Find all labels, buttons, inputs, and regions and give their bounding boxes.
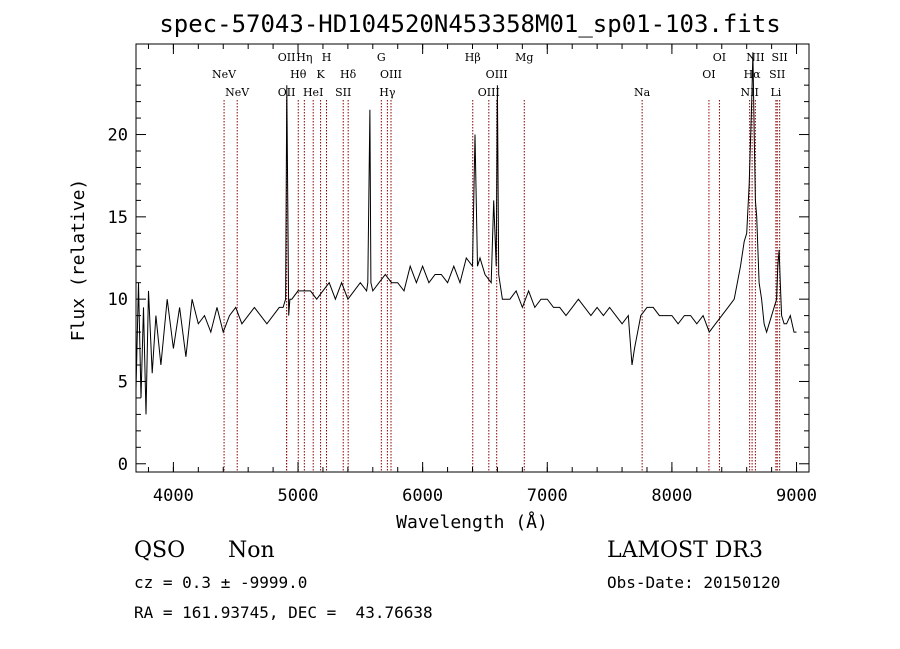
line-marker-label: Hγ (379, 86, 396, 99)
x-axis-label: Wavelength (Å) (396, 511, 548, 533)
y-tick-label: 15 (108, 208, 128, 228)
line-marker-label: NeV (212, 68, 237, 81)
y-tick-label: 5 (118, 372, 128, 392)
survey-release: LAMOST DR3 (607, 538, 763, 563)
emission-line-labels: NeVNeVOIIOIIHθHηHeIKHHδSIIGHγOIIIHβOIIIO… (212, 51, 788, 99)
line-marker-label: Mg (515, 51, 533, 64)
line-marker-label: Li (770, 86, 781, 99)
y-tick-label: 0 (118, 455, 128, 475)
line-marker-label: SII (335, 86, 351, 99)
x-tick-label: 7000 (527, 486, 568, 506)
line-marker-label: OIII (478, 86, 500, 99)
line-marker-label: NII (740, 86, 758, 99)
y-axis: 0 5 10 15 20 (108, 68, 809, 475)
x-tick-label: 8000 (651, 486, 692, 506)
y-axis-label: Flux (relative) (68, 179, 89, 342)
line-marker-label: OIII (380, 68, 402, 81)
line-marker-label: NeV (225, 86, 250, 99)
redshift-readout: cz = 0.3 ± -9999.0 (134, 573, 308, 592)
line-marker-label: OII (278, 51, 296, 64)
chart-title: spec-57043-HD104520N453358M01_sp01-103.f… (159, 10, 780, 38)
line-marker-label: H (322, 51, 332, 64)
observation-date: Obs-Date: 20150120 (607, 573, 781, 592)
line-marker-label: K (316, 68, 325, 81)
line-marker-label: HeI (303, 86, 323, 99)
line-marker-label: Hθ (290, 68, 307, 81)
x-tick-label: 5000 (278, 486, 319, 506)
line-marker-label: Na (634, 86, 651, 99)
spectrum-line (135, 52, 797, 415)
object-subclass: Non (228, 538, 275, 563)
coordinates-readout: RA = 161.93745, DEC = 43.76638 (134, 603, 433, 622)
line-marker-label: G (377, 51, 386, 64)
line-marker-label: OIII (486, 68, 508, 81)
line-marker-label: NII (746, 51, 764, 64)
object-class: QSO (134, 538, 186, 563)
x-tick-label: 4000 (153, 486, 194, 506)
line-marker-label: Hη (296, 51, 312, 64)
y-tick-label: 20 (108, 126, 128, 146)
line-marker-label: SII (772, 51, 788, 64)
x-axis: 4000 5000 6000 7000 8000 9000 (147, 44, 817, 506)
x-tick-label: 6000 (402, 486, 443, 506)
line-marker-label: OI (713, 51, 726, 64)
x-tick-label: 9000 (776, 486, 817, 506)
line-marker-label: SII (769, 68, 785, 81)
line-marker-label: Hβ (465, 51, 481, 64)
y-tick-label: 10 (108, 290, 128, 310)
line-marker-label: OI (702, 68, 715, 81)
emission-line-markers (223, 100, 781, 472)
line-marker-label: Hδ (340, 68, 357, 81)
